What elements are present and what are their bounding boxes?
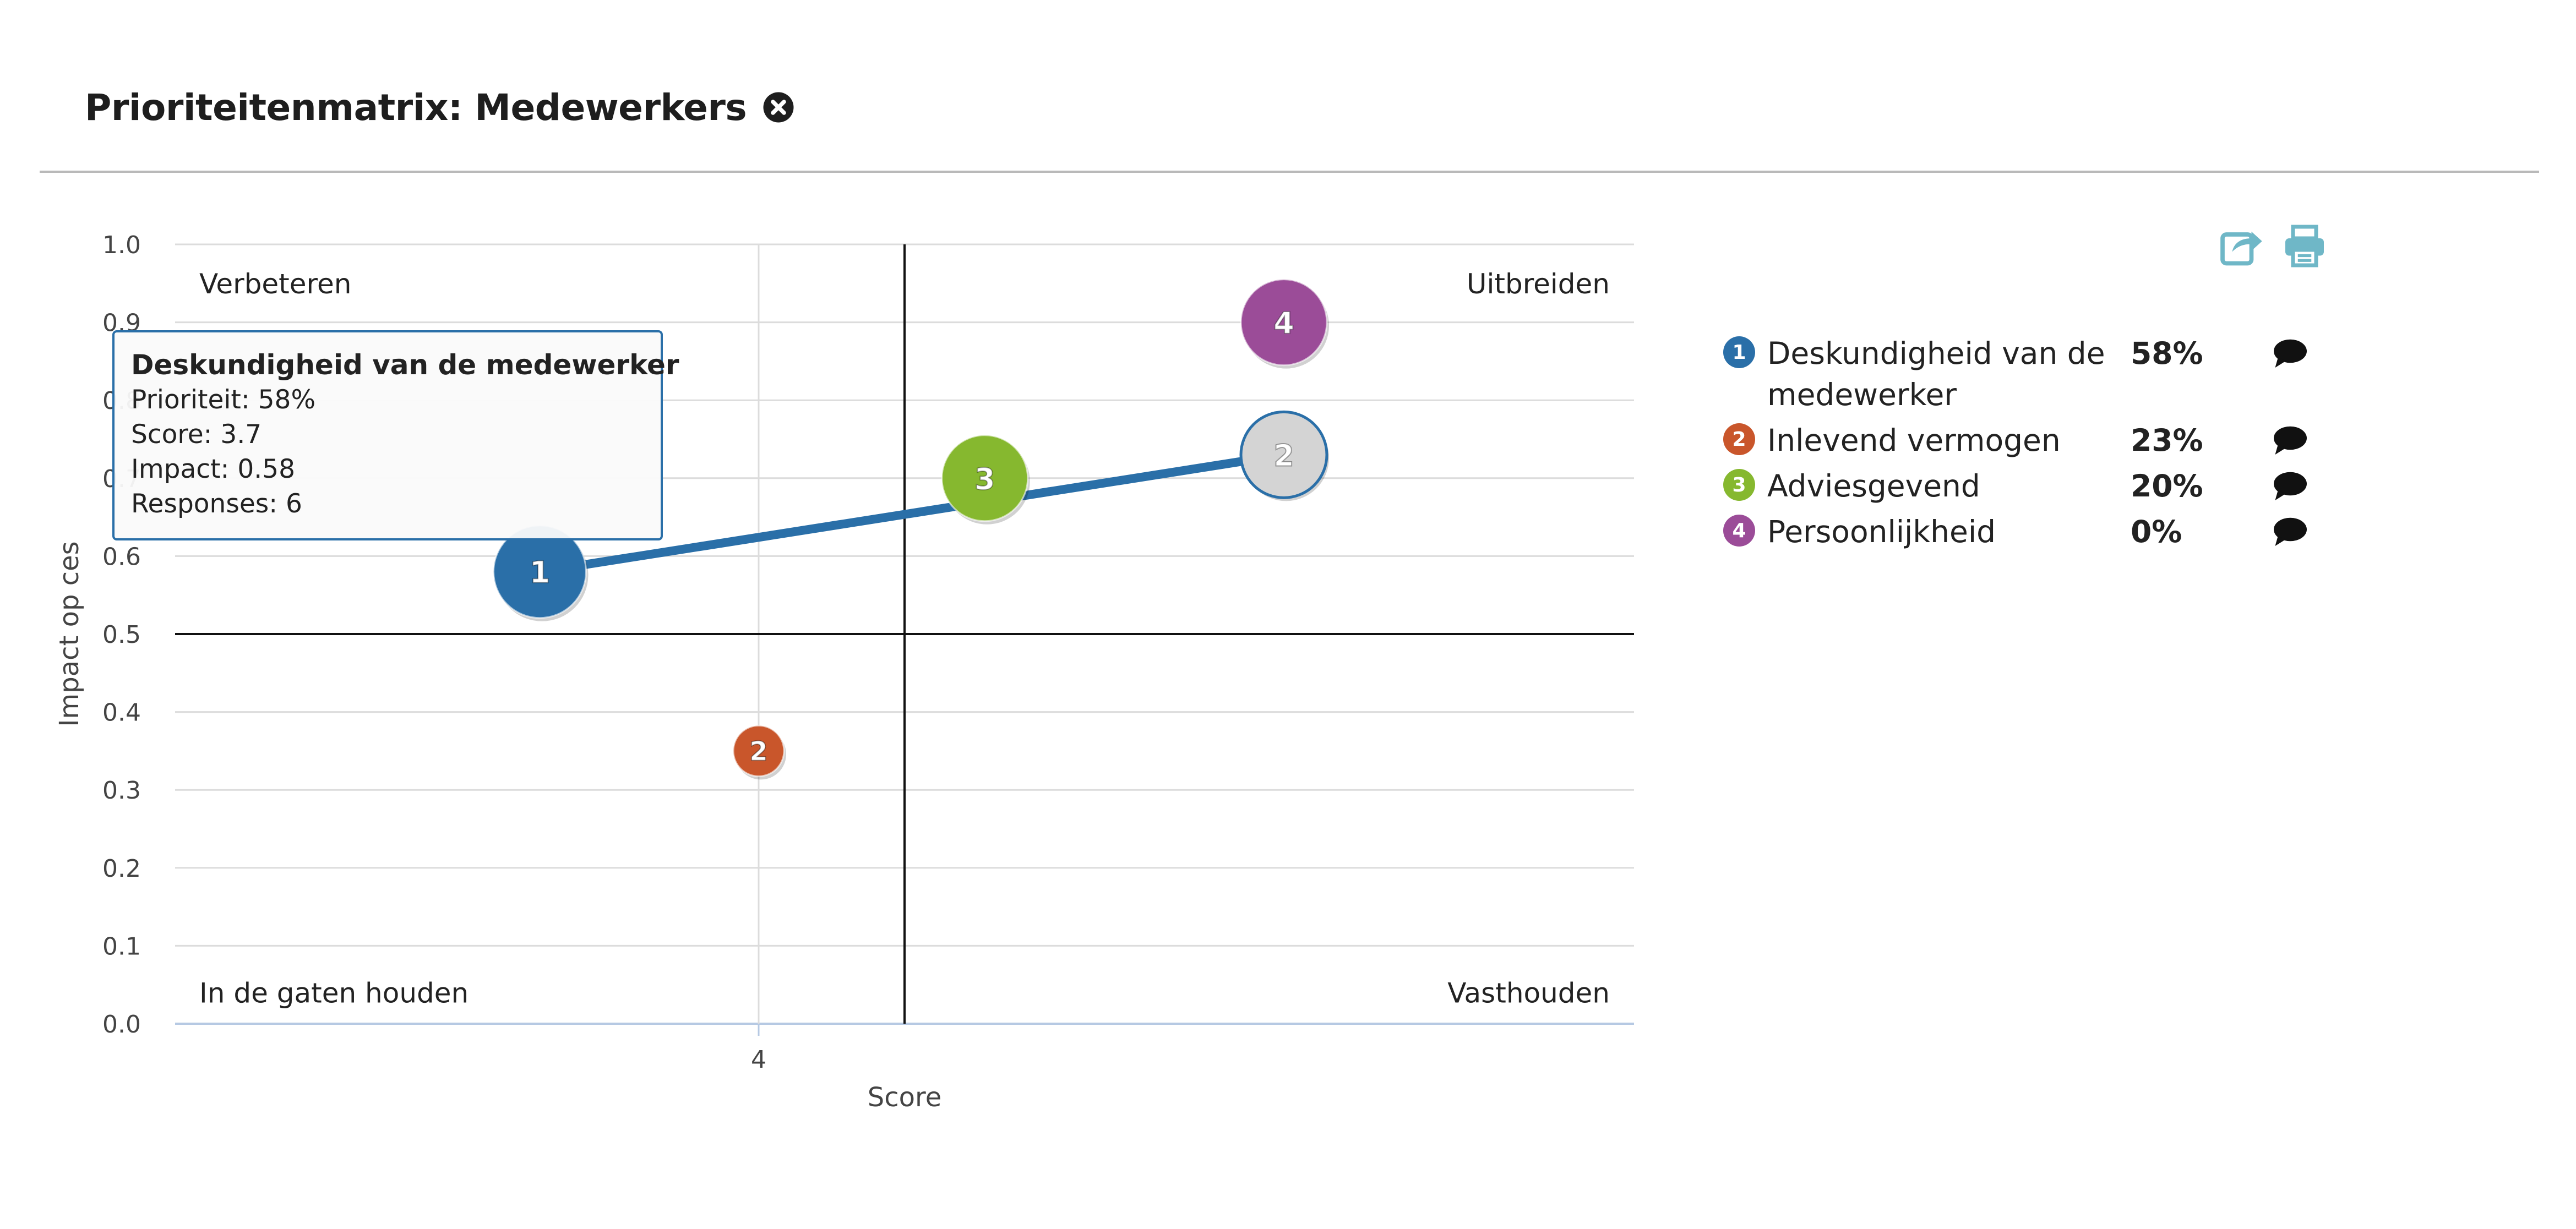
- chart-toolbar: [2219, 223, 2328, 269]
- data-point-3: 3: [941, 434, 1030, 525]
- page-title: Prioriteitenmatrix: Medewerkers: [85, 86, 747, 129]
- data-point-5: 2: [1239, 410, 1329, 501]
- comment-icon[interactable]: [2271, 516, 2310, 549]
- comment-icon[interactable]: [2271, 424, 2310, 457]
- tooltip-line: Impact: 0.58: [131, 454, 295, 484]
- legend-marker: 2: [1723, 423, 1755, 455]
- tooltip-line: Responses: 6: [131, 489, 302, 519]
- tooltip-line: Score: 3.7: [131, 419, 262, 450]
- legend-item-2[interactable]: 2 Inlevend vermogen 23%: [1723, 420, 2310, 461]
- quadrant-label-top-right: Uitbreiden: [1467, 268, 1610, 300]
- point-label: 1: [530, 555, 551, 590]
- y-tick-label: 0.4: [102, 699, 141, 727]
- priority-matrix-chart: 0.00.10.20.30.40.50.60.70.80.91.04ScoreI…: [54, 231, 1634, 1113]
- data-point-4: 4: [1240, 278, 1329, 369]
- close-icon[interactable]: [762, 91, 795, 124]
- point-marker: [1239, 410, 1328, 499]
- tooltip-title: Deskundigheid van de medewerker: [131, 349, 679, 381]
- share-icon[interactable]: [2219, 223, 2265, 269]
- legend-label: Deskundigheid van de medewerker: [1767, 336, 2105, 412]
- y-tick-label: 1.0: [102, 231, 141, 259]
- quadrant-label-top-left: Verbeteren: [199, 268, 351, 300]
- legend-percentage: 20%: [2131, 468, 2203, 504]
- quadrant-label-bottom-left: In de gaten houden: [199, 977, 469, 1009]
- comment-icon[interactable]: [2271, 470, 2310, 503]
- x-axis-title: Score: [868, 1082, 941, 1113]
- point-marker: [1240, 278, 1328, 367]
- point-label: 2: [749, 736, 767, 767]
- point-marker: [732, 724, 785, 777]
- print-icon[interactable]: [2281, 223, 2328, 269]
- legend-percentage: 0%: [2131, 514, 2182, 549]
- y-tick-label: 0.5: [102, 621, 141, 649]
- legend-item-3[interactable]: 3 Adviesgevend 20%: [1723, 466, 2310, 507]
- comment-icon[interactable]: [2271, 337, 2310, 370]
- legend-marker: 3: [1723, 469, 1755, 501]
- point-marker: [941, 434, 1029, 522]
- legend-percentage: 23%: [2131, 423, 2203, 458]
- point-label: 2: [1273, 438, 1294, 473]
- legend-label: Inlevend vermogen: [1767, 423, 2061, 458]
- header-divider: [40, 171, 2539, 173]
- quadrant-label-bottom-right: Vasthouden: [1447, 977, 1610, 1009]
- tooltip: Deskundigheid van de medewerker Prioritei…: [112, 330, 679, 540]
- series-line: [535, 450, 1288, 576]
- legend: 1 Deskundigheid van de medewerker 58% 2 Inle…: [1723, 333, 2310, 557]
- y-tick-label: 0.1: [102, 932, 141, 960]
- legend-percentage: 58%: [2131, 336, 2203, 371]
- tooltip-line: Prioriteit: 58%: [131, 385, 315, 415]
- y-tick-label: 0.3: [102, 777, 141, 805]
- y-axis-title: Impact op ces: [54, 541, 85, 727]
- legend-marker: 1: [1723, 336, 1755, 368]
- header: Prioriteitenmatrix: Medewerkers: [85, 83, 795, 132]
- y-tick-label: 0.6: [102, 543, 141, 571]
- y-tick-label: 0.2: [102, 855, 141, 883]
- point-label: 4: [1273, 306, 1294, 341]
- data-point-1: 1: [493, 525, 589, 621]
- legend-item-4[interactable]: 4 Persoonlijkheid 0%: [1723, 511, 2310, 553]
- legend-label: Persoonlijkheid: [1767, 514, 1996, 549]
- legend-marker: 4: [1723, 515, 1755, 547]
- point-label: 3: [974, 462, 995, 496]
- tooltip-box: [112, 330, 663, 540]
- legend-item-1[interactable]: 1 Deskundigheid van de medewerker 58%: [1723, 333, 2310, 416]
- x-tick-label: 4: [751, 1046, 766, 1074]
- legend-label: Adviesgevend: [1767, 468, 1980, 504]
- data-point-2: 2: [732, 724, 786, 780]
- y-tick-label: 0.0: [102, 1010, 141, 1039]
